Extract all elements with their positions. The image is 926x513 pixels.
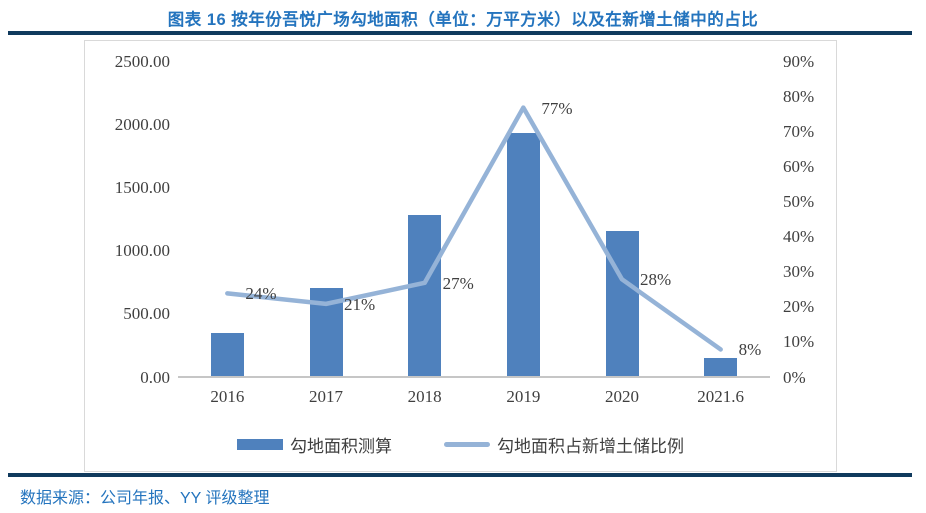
legend-label-bar-series: 勾地面积测算: [290, 436, 392, 456]
y-axis-right-tick-label: 0%: [783, 367, 806, 387]
line-point-label: 77%: [541, 98, 573, 118]
y-axis-left-tick-label: 2500.00: [114, 52, 170, 71]
data-source-note: 数据来源：公司年报、YY 评级整理: [20, 490, 270, 507]
x-axis-line: [178, 376, 770, 378]
legend-item-line-series: 勾地面积占新增土储比例: [444, 432, 684, 457]
bar-2019: [506, 132, 540, 378]
y-axis-right-tick-label: 60%: [783, 157, 815, 177]
y-axis-right-tick-label: 90%: [783, 52, 815, 71]
line-point-label: 28%: [640, 270, 672, 290]
y-axis-right-tick-label: 20%: [783, 297, 815, 317]
y-axis-right-tick-label: 80%: [783, 87, 815, 107]
line-point-label: 24%: [245, 284, 277, 304]
line-series-swatch-icon: [444, 441, 490, 447]
bar-2017: [309, 287, 343, 378]
y-axis-left-tick-label: 1000.00: [114, 241, 170, 261]
y-axis-left-tick-label: 0.00: [140, 367, 170, 387]
x-axis-category-label: 2020: [605, 387, 639, 406]
x-axis-category-label: 2019: [506, 387, 541, 406]
bar-2018: [408, 214, 442, 378]
bottom-divider: [8, 473, 912, 477]
x-axis-category-label: 2016: [210, 387, 245, 406]
x-axis-category-label: 2017: [309, 387, 343, 406]
bar-2020: [605, 231, 639, 378]
bar-2016: [210, 333, 244, 378]
y-axis-right-tick-label: 30%: [783, 262, 815, 282]
y-axis-right-tick-label: 70%: [783, 122, 815, 142]
y-axis-right-tick-label: 10%: [783, 332, 815, 352]
legend-label-line-series: 勾地面积占新增土储比例: [497, 436, 684, 456]
y-axis-left-tick-label: 500.00: [123, 304, 170, 324]
y-axis-right-tick-label: 40%: [783, 227, 815, 247]
bar-series-swatch-icon: [237, 438, 283, 450]
line-point-label: 21%: [344, 294, 376, 314]
legend-item-bar-series: 勾地面积测算: [237, 432, 392, 457]
line-point-label: 8%: [738, 340, 762, 360]
top-divider: [8, 31, 912, 35]
y-axis-right-tick-label: 50%: [783, 192, 815, 212]
x-axis-category-label: 2018: [407, 387, 442, 406]
chart-legend: 勾地面积测算 勾地面积占新增土储比例: [84, 432, 837, 457]
x-axis-category-label: 2021.6: [697, 387, 745, 406]
bar-2021.6: [704, 357, 738, 378]
chart-plot-frame: [84, 40, 837, 472]
line-point-label: 27%: [442, 273, 474, 293]
y-axis-left-tick-label: 2000.00: [114, 115, 170, 135]
y-axis-left-tick-label: 1500.00: [114, 178, 170, 198]
chart-title: 图表 16 按年份吾悦广场勾地面积（单位：万平方米）以及在新增土储中的占比: [167, 11, 759, 29]
